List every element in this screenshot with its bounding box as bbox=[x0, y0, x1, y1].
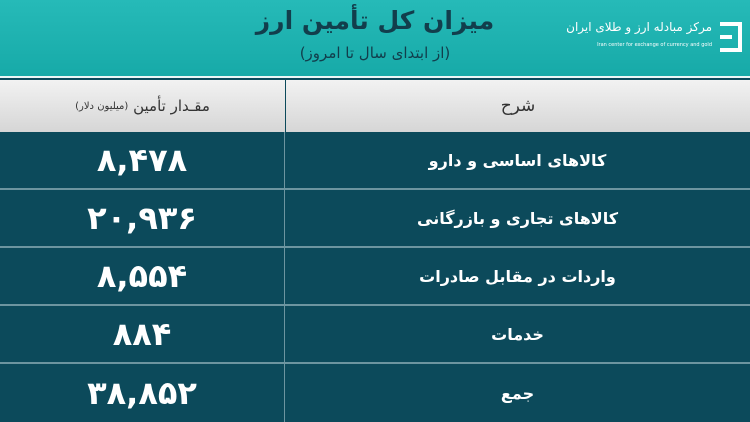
column-header-description: شرح bbox=[286, 80, 750, 132]
amount-unit-label: (میلیون دلار) bbox=[75, 100, 129, 112]
description-cell: کالاهای تجاری و بازرگانی bbox=[417, 208, 619, 228]
total-row: ۳۸,۸۵۲ جمع bbox=[0, 364, 750, 422]
column-header-amount: مقـدار تأمین (میلیون دلار) bbox=[0, 80, 285, 132]
page-subtitle: (از ابتدای سال تا امروز) bbox=[299, 44, 451, 62]
amount-header-label: مقـدار تأمین bbox=[133, 97, 210, 115]
logo-mark-icon bbox=[720, 22, 742, 52]
amount-cell: ۸,۴۷۸ bbox=[0, 132, 285, 188]
logo-text-en: Iran center for exchange of currency and… bbox=[597, 42, 712, 48]
amount-cell: ۸,۵۵۴ bbox=[0, 248, 285, 304]
table-row: ۸۸۴ خدمات bbox=[0, 306, 750, 364]
table-body: ۸,۴۷۸ کالاهای اساسی و دارو ۲۰,۹۳۶ کالاهای … bbox=[0, 132, 750, 422]
description-cell: کالاهای اساسی و دارو bbox=[428, 150, 607, 170]
total-label-cell: جمع bbox=[500, 383, 535, 403]
logo-text-fa: مرکز مبادله ارز و طلای ایران bbox=[566, 20, 712, 34]
table-row: ۸,۵۵۴ واردات در مقابل صادرات bbox=[0, 248, 750, 306]
amount-cell: ۸۸۴ bbox=[0, 306, 285, 362]
page-title: میزان کل تأمین ارز bbox=[255, 6, 495, 35]
title-banner: میزان کل تأمین ارز (از ابتدای سال تا امر… bbox=[0, 0, 750, 78]
logo: مرکز مبادله ارز و طلای ایران Iran center… bbox=[566, 18, 742, 72]
description-cell: خدمات bbox=[491, 324, 544, 344]
total-amount-cell: ۳۸,۸۵۲ bbox=[0, 364, 285, 422]
description-cell: واردات در مقابل صادرات bbox=[419, 266, 616, 286]
table-row: ۲۰,۹۳۶ کالاهای تجاری و بازرگانی bbox=[0, 190, 750, 248]
amount-cell: ۲۰,۹۳۶ bbox=[0, 190, 285, 246]
table-row: ۸,۴۷۸ کالاهای اساسی و دارو bbox=[0, 132, 750, 190]
